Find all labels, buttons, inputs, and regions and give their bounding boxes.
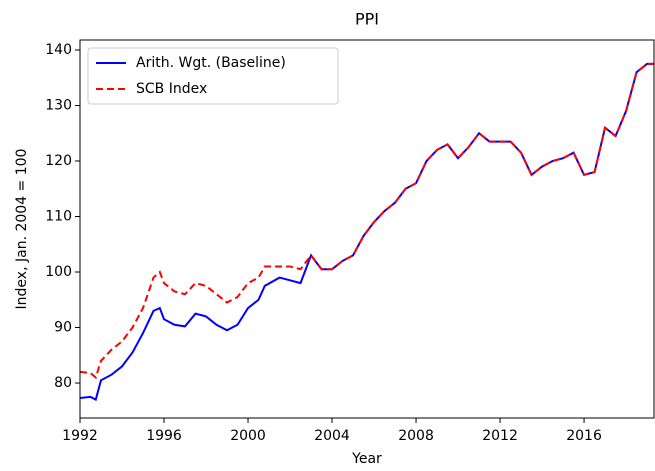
y-tick-label: 130 bbox=[45, 97, 72, 113]
chart-title: PPI bbox=[355, 10, 379, 29]
legend-label: SCB Index bbox=[136, 81, 207, 97]
y-tick-label: 140 bbox=[45, 42, 72, 58]
x-tick-label: 2000 bbox=[230, 428, 266, 444]
x-tick-label: 1996 bbox=[146, 428, 182, 444]
plot-frame bbox=[79, 39, 655, 419]
x-tick-label: 2012 bbox=[482, 428, 518, 444]
legend-label: Arith. Wgt. (Baseline) bbox=[136, 55, 286, 71]
legend-box bbox=[87, 47, 339, 105]
y-axis-label: Index, Jan. 2004 = 100 bbox=[14, 149, 30, 310]
legend: Arith. Wgt. (Baseline) SCB Index bbox=[87, 47, 339, 105]
y-tick-label: 100 bbox=[45, 264, 72, 280]
x-tick-label: 1992 bbox=[62, 428, 98, 444]
y-tick-label: 110 bbox=[45, 209, 72, 225]
series-line bbox=[79, 62, 654, 380]
x-axis-label: Year bbox=[351, 451, 382, 467]
x-tick-label: 2004 bbox=[314, 428, 350, 444]
y-tick-label: 120 bbox=[45, 153, 72, 169]
x-tick-label: 2016 bbox=[566, 428, 602, 444]
x-tick-label: 2008 bbox=[398, 428, 434, 444]
y-tick-label: 80 bbox=[54, 375, 72, 391]
y-tick-label: 90 bbox=[54, 320, 72, 336]
